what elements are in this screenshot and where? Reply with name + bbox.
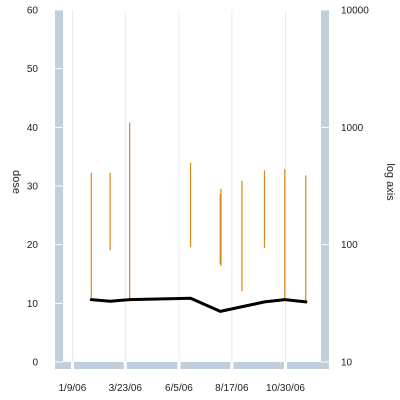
- right-tick-label: 10000: [341, 6, 369, 17]
- dose-ranges: [90, 122, 307, 303]
- right-tick-label: 100: [341, 240, 358, 251]
- left-tick-label: 60: [27, 6, 39, 17]
- left-tick-label: 10: [27, 299, 39, 310]
- bottom-axis-band-segment: [73, 362, 124, 369]
- bottom-axis-band-segment: [180, 362, 231, 369]
- y-axis-title: dose: [10, 170, 22, 194]
- x-tick-label: 8/17/06: [215, 383, 249, 394]
- x-tick-label: 3/23/06: [109, 383, 143, 394]
- dose-line: [89, 296, 308, 313]
- left-tick-label: 0: [32, 358, 38, 369]
- bottom-axis-band-segment: [126, 362, 178, 369]
- bottom-axis-band-segment: [233, 362, 284, 369]
- right-axis-band: [321, 10, 329, 362]
- grid-lines: [71, 10, 286, 362]
- left-tick-label: 50: [27, 64, 39, 75]
- x-tick-label: 10/30/06: [266, 383, 305, 394]
- bottom-axis-band-segment: [55, 362, 71, 369]
- left-tick-label: 30: [27, 182, 39, 193]
- left-axis-ticks: 0 10 20 30 40 50 60: [27, 6, 63, 369]
- dose-line-path: [89, 296, 308, 313]
- left-tick-label: 20: [27, 240, 39, 251]
- x-tick-label: 1/9/06: [59, 383, 87, 394]
- left-tick-label: 40: [27, 123, 39, 134]
- bottom-axis-band-segment: [286, 362, 329, 369]
- x-axis-ticks: 1/9/06 3/23/06 6/5/06 8/17/06 10/30/06: [59, 383, 306, 394]
- right-axis-ticks: 10 100 1000 10000: [321, 6, 369, 369]
- right-tick-label: 10: [341, 358, 353, 369]
- x-tick-label: 6/5/06: [165, 383, 193, 394]
- right-tick-label: 1000: [341, 123, 364, 134]
- bottom-axis-band: [55, 362, 329, 369]
- y2-axis-title: log axis: [384, 163, 396, 201]
